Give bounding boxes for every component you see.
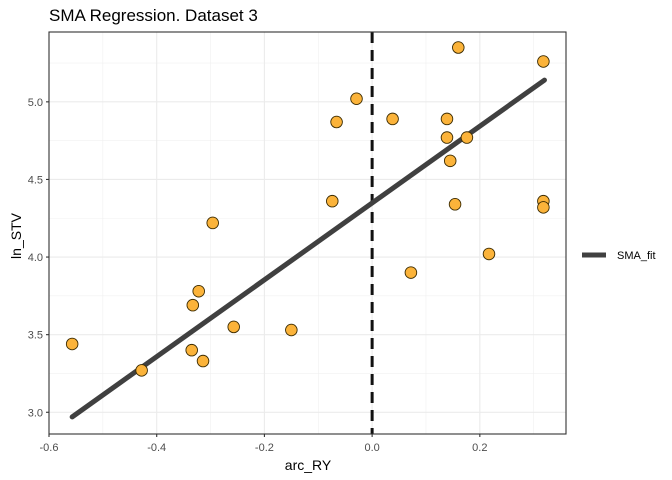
data-point [285,323,298,337]
data-point [537,201,550,214]
data-point [330,115,343,129]
data-point [196,354,210,368]
data-point [537,55,550,68]
data-point [460,131,474,144]
data-point [206,216,219,230]
x-tick-label: -0.2 [255,442,274,454]
data-point [192,284,205,298]
x-tick-label: 0.2 [472,442,487,454]
data-point [350,92,363,105]
panel-border [48,31,567,435]
x-axis-title: arc_RY [285,457,332,473]
data-point [452,41,465,54]
data-point [443,154,457,168]
data-point [440,131,454,144]
y-tick-label: 3.0 [28,407,43,419]
chart-title: SMA Regression. Dataset 3 [49,6,258,25]
data-point [227,320,240,334]
scatter-points [65,41,550,377]
y-tick-label: 4.0 [28,252,43,264]
data-point [326,194,339,208]
data-point [186,298,200,312]
x-tick-label: -0.6 [40,442,59,454]
data-point [135,364,148,377]
data-point [404,266,418,279]
legend: SMA_fit [582,250,656,262]
y-tick-label: 5.0 [28,97,43,109]
x-tick-label: 0.0 [364,442,379,454]
legend-label-sma-fit: SMA_fit [617,250,656,262]
data-point [448,198,462,211]
data-point [440,112,454,126]
y-axis-title: ln_STV [8,212,24,259]
x-tick-label: -0.4 [147,442,166,454]
data-point [65,337,79,351]
data-point [185,343,198,357]
data-point [386,112,399,126]
y-tick-label: 4.5 [28,174,43,186]
x-axis-ticks: -0.6 -0.4 -0.2 0.0 0.2 [40,434,487,454]
y-tick-label: 3.5 [28,330,43,342]
data-point [482,247,496,261]
panel-frame [48,31,567,435]
y-axis-ticks: 3.0 3.5 4.0 4.5 5.0 [28,97,49,419]
